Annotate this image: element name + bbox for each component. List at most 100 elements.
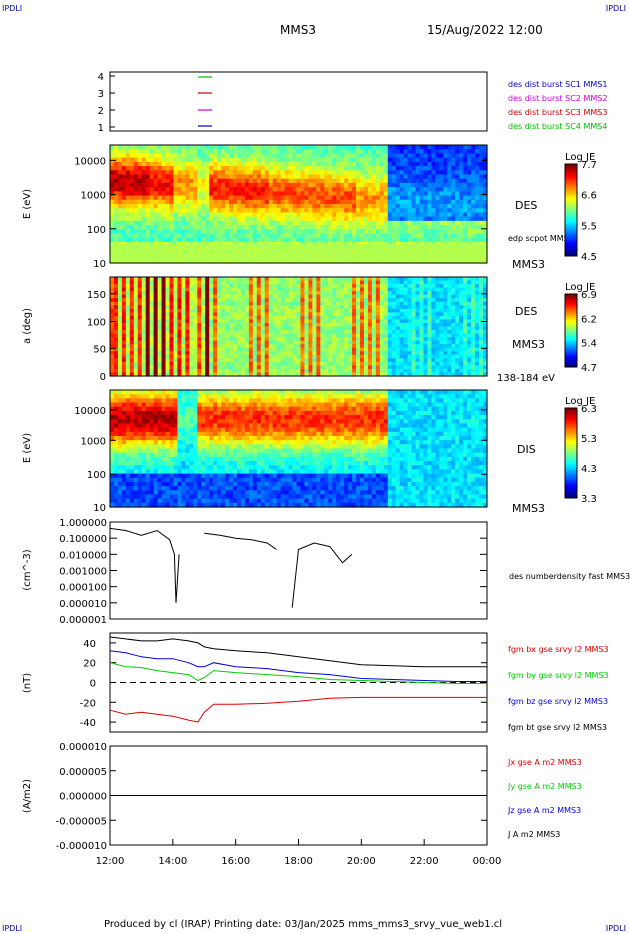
spectrogram-cell	[213, 294, 218, 299]
spectrogram-cell	[348, 277, 353, 282]
spectrogram-cell	[129, 216, 135, 222]
spectrogram-cell	[165, 284, 171, 289]
spectrogram-cell	[268, 287, 274, 292]
spectrogram-cell	[360, 153, 365, 159]
spectrogram-cell	[348, 208, 353, 214]
spectrogram-cell	[360, 208, 365, 214]
spectrogram-cell	[356, 305, 361, 310]
spectrogram-cell	[288, 372, 294, 377]
spectrogram-cell	[344, 225, 349, 230]
spectrogram-cell	[280, 178, 286, 184]
spectrogram-cell	[467, 187, 472, 192]
spectrogram-cell	[217, 365, 222, 370]
spectrogram-cell	[264, 312, 270, 317]
spectrogram-cell	[165, 326, 171, 331]
spectrogram-cell	[185, 287, 190, 292]
spectrogram-cell	[336, 326, 341, 331]
spectrogram-cell	[383, 330, 389, 335]
spectrogram-cell	[121, 149, 127, 155]
spectrogram-cell	[213, 358, 218, 363]
spectrogram-cell	[145, 187, 151, 192]
spectrogram-cell	[268, 191, 274, 197]
spectrogram-cell	[189, 351, 194, 356]
spectrogram-cell	[272, 187, 278, 192]
spectrogram-cell	[205, 237, 210, 243]
spectrogram-cell	[169, 204, 175, 209]
spectrogram-cell	[145, 361, 151, 366]
spectrogram-cell	[336, 149, 341, 155]
spectrogram-cell	[288, 195, 294, 201]
spectrogram-cell	[328, 308, 333, 313]
spectrogram-cell	[141, 166, 147, 171]
spectrogram-cell	[288, 287, 294, 292]
spectrogram-cell	[395, 187, 401, 192]
spectrogram-cell	[205, 229, 210, 235]
spectrogram-cell	[383, 166, 389, 171]
spectrogram-cell	[244, 291, 250, 296]
spectrogram-cell	[391, 149, 397, 155]
spectrogram-cell	[221, 157, 226, 163]
spectrogram-cell	[348, 229, 353, 235]
spectrogram-cell	[352, 294, 357, 299]
spectrogram-cell	[181, 191, 186, 197]
spectrogram-cell	[387, 280, 393, 285]
spectrogram-cell	[423, 178, 429, 184]
spectrogram-cell	[403, 372, 409, 377]
spectrogram-cell	[403, 291, 409, 296]
spectrogram-cell	[475, 149, 480, 155]
spectrogram-cell	[157, 178, 163, 184]
spectrogram-cell	[157, 174, 163, 180]
spectrogram-cell	[348, 157, 353, 163]
spectrogram-cell	[288, 237, 294, 243]
spectrogram-cell	[483, 204, 488, 209]
spectrogram-cell	[427, 233, 433, 239]
spectrogram-cell	[332, 225, 337, 230]
des-energy-overlay-label: edp scpot MMS3	[508, 234, 574, 243]
spectrogram-cell	[233, 326, 238, 331]
spectrogram-cell	[221, 308, 226, 313]
spectrogram-cell	[260, 294, 266, 299]
spectrogram-cell	[375, 277, 381, 282]
spectrogram-cell	[256, 191, 262, 197]
spectrogram-cell	[169, 305, 175, 310]
spectrogram-cell	[133, 326, 139, 331]
spectrogram-cell	[149, 340, 155, 345]
spectrogram-cell	[213, 344, 218, 349]
spectrogram-cell	[244, 153, 250, 159]
spectrogram-cell	[264, 191, 270, 197]
spectrogram-cell	[244, 340, 250, 345]
spectrogram-cell	[292, 284, 298, 289]
spectrogram-cell	[117, 340, 123, 345]
spectrogram-cell	[141, 195, 147, 201]
spectrogram-cell	[407, 149, 413, 155]
spectrogram-cell	[157, 225, 163, 230]
spectrogram-cell	[280, 330, 286, 335]
spectrogram-cell	[360, 326, 365, 331]
spectrogram-cell	[137, 157, 143, 163]
spectrogram-cell	[209, 287, 214, 292]
spectrogram-cell	[411, 212, 417, 218]
spectrogram-cell	[149, 319, 155, 324]
spectrogram-cell	[145, 212, 151, 218]
spectrogram-cell	[153, 149, 159, 155]
spectrogram-cell	[419, 322, 425, 328]
spectrogram-cell	[201, 174, 206, 180]
spectrogram-cell	[340, 208, 345, 214]
spectrogram-cell	[113, 351, 119, 356]
spectrogram-cell	[356, 365, 361, 370]
spectrogram-cell	[157, 301, 163, 306]
spectrogram-cell	[415, 337, 421, 342]
spectrogram-cell	[300, 208, 306, 214]
spectrogram-cell	[403, 340, 409, 345]
spectrogram-cell	[240, 199, 246, 205]
spectrogram-cell	[479, 182, 484, 188]
spectrogram-cell	[459, 157, 464, 163]
spectrogram-cell	[201, 166, 206, 171]
spectrogram-cell	[395, 354, 401, 359]
spectrogram-cell	[300, 368, 306, 374]
spectrogram-cell	[272, 351, 278, 356]
spectrogram-cell	[371, 225, 377, 230]
spectrogram-cell	[395, 330, 401, 335]
spectrogram-cell	[221, 166, 226, 171]
